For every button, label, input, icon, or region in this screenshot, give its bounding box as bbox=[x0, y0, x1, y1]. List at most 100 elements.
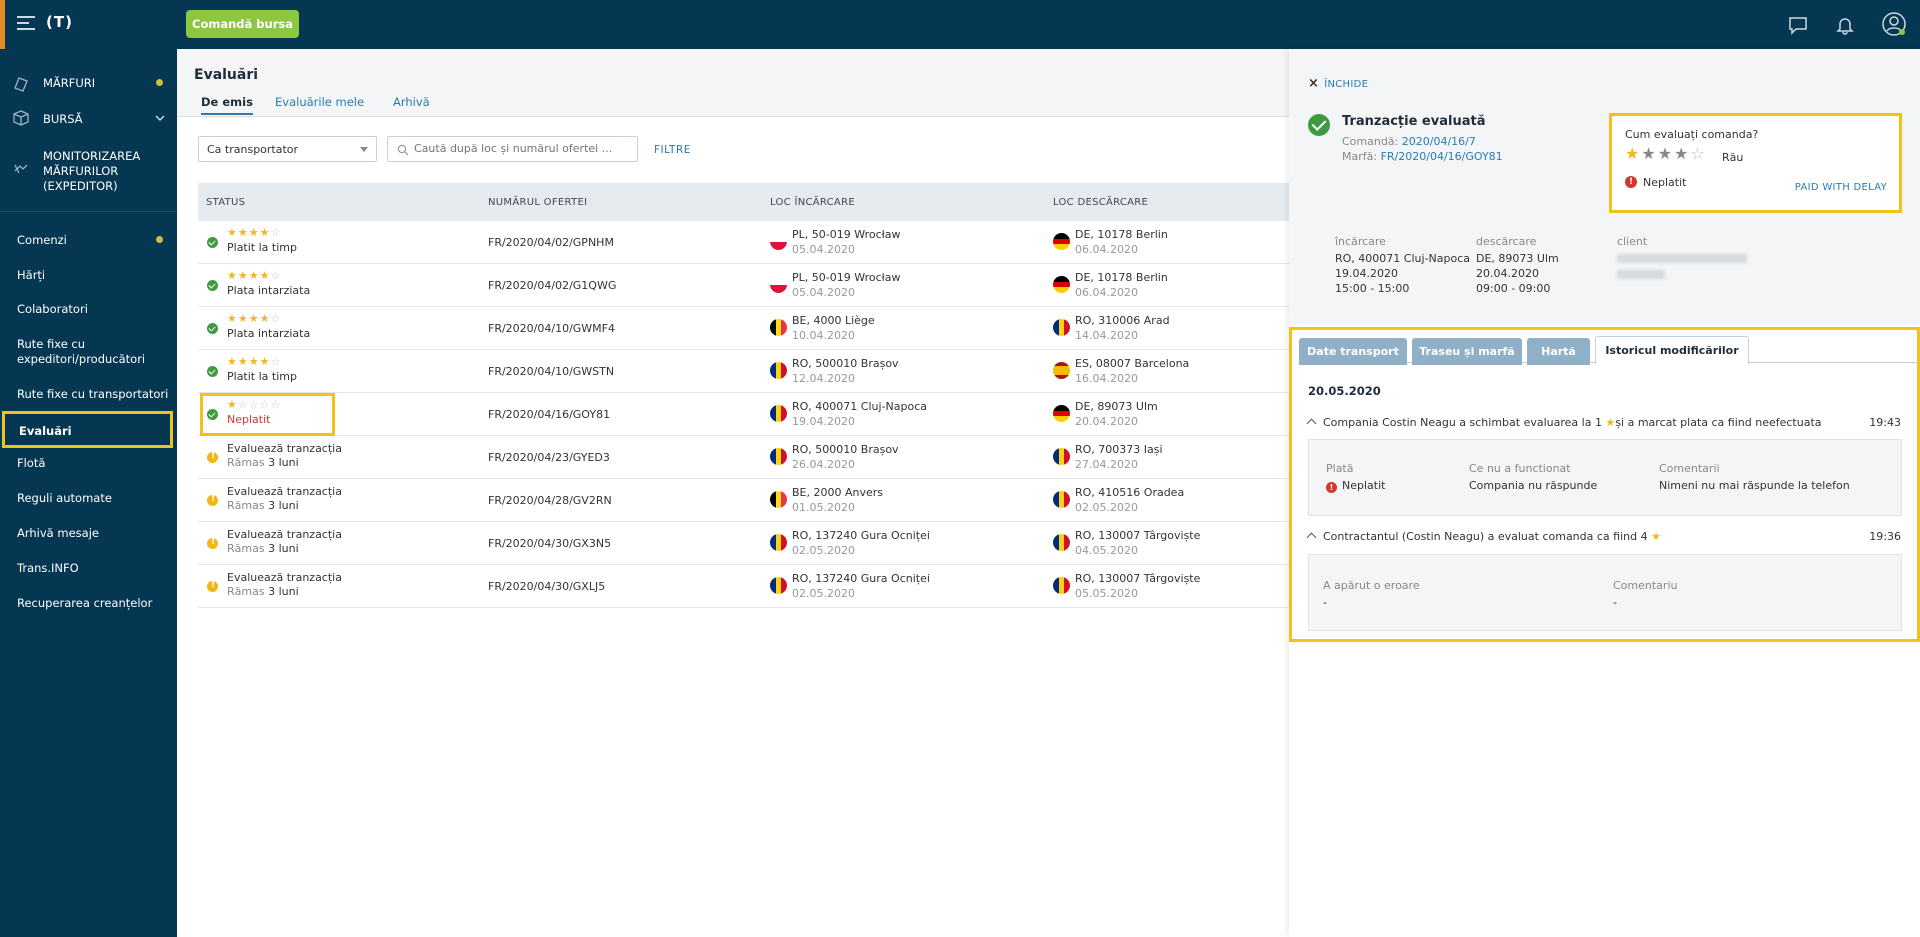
sidebar-item-label: BURSĂ bbox=[43, 112, 83, 126]
client-label: client bbox=[1617, 235, 1648, 248]
warning-icon bbox=[207, 451, 218, 463]
detail-what-failed: Ce nu a functionat Compania nu răspunde bbox=[1469, 462, 1597, 492]
unloading-date: 20.04.2020 bbox=[1476, 267, 1539, 280]
tab-transport-data[interactable]: Date transport bbox=[1299, 338, 1407, 365]
detail-panel: × ÎNCHIDE Tranzacție evaluată Comandă: 20… bbox=[1289, 49, 1920, 937]
user-avatar-icon[interactable] bbox=[1881, 11, 1907, 37]
rating-question: Cum evaluați comanda? bbox=[1625, 128, 1759, 141]
remaining-label: Rămas bbox=[227, 542, 265, 555]
offer-number[interactable]: FR/2020/04/02/G1QWG bbox=[488, 279, 617, 292]
order-exchange-button[interactable]: Comandă bursa bbox=[186, 10, 299, 38]
chevron-down-icon[interactable] bbox=[155, 114, 165, 122]
box-icon bbox=[13, 110, 29, 126]
rating-stars: ★★★★☆ bbox=[227, 269, 281, 282]
table-row[interactable]: ★★★★☆ Platit la timp FR/2020/04/10/GWSTN RO… bbox=[198, 350, 1289, 393]
search-input[interactable] bbox=[414, 142, 632, 155]
place-name: RO, 500010 Brașov bbox=[792, 357, 899, 370]
tab-my-evaluations[interactable]: Evaluările mele bbox=[275, 95, 365, 109]
sidebar-item-monitoring[interactable]: MONITORIZAREA MĂRFURILOR (EXPEDITOR) bbox=[0, 149, 177, 199]
filters-link[interactable]: FILTRE bbox=[654, 144, 691, 156]
place-date: 10.04.2020 bbox=[792, 329, 855, 342]
history-entry-toggle[interactable]: Contractantul (Costin Neagu) a evaluat c… bbox=[1306, 530, 1661, 543]
star-filled-icon[interactable]: ★ bbox=[1657, 144, 1675, 163]
paid-with-delay-link[interactable]: PAID WITH DELAY bbox=[1794, 182, 1887, 193]
logo[interactable]: (T) bbox=[46, 13, 73, 31]
loading-label: încărcare bbox=[1335, 235, 1386, 248]
unloading-place: RO, 410516 Oradea 02.05.2020 bbox=[1075, 486, 1184, 514]
tab-change-history[interactable]: Istoricul modificărilor bbox=[1595, 336, 1749, 365]
offer-number[interactable]: FR/2020/04/30/GX3N5 bbox=[488, 537, 612, 550]
chevron-up-icon bbox=[1306, 532, 1317, 543]
tab-archive[interactable]: Arhivă bbox=[393, 95, 430, 109]
offer-number[interactable]: FR/2020/04/10/GWMF4 bbox=[488, 322, 615, 335]
offer-number[interactable]: FR/2020/04/10/GWSTN bbox=[488, 365, 615, 378]
unloading-place: RO, 700373 Iași 27.04.2020 bbox=[1075, 443, 1163, 471]
remaining-value: 3 luni bbox=[268, 542, 299, 555]
loading-info: încărcare RO, 400071 Cluj-Napoca 19.04.2… bbox=[1335, 234, 1470, 296]
table-row[interactable]: ★★★★☆ Plata intarziata FR/2020/04/10/GWMF4… bbox=[198, 307, 1289, 350]
order-link[interactable]: 2020/04/16/7 bbox=[1401, 135, 1476, 148]
unloading-place: DE, 10178 Berlin 06.04.2020 bbox=[1075, 271, 1168, 299]
status-text[interactable]: Evaluează tranzacția bbox=[227, 442, 342, 455]
messages-icon[interactable] bbox=[1787, 14, 1809, 36]
flag-icon bbox=[1053, 534, 1070, 551]
table-row[interactable]: ★★★★☆ Platit la timp FR/2020/04/02/GPNHM PL… bbox=[198, 221, 1289, 264]
remaining-time: Rămas 3 luni bbox=[227, 585, 299, 598]
flag-icon bbox=[1053, 233, 1070, 250]
sidebar-item-label: Flotă bbox=[17, 456, 46, 470]
remaining-label: Rămas bbox=[227, 456, 265, 469]
status-text: Platit la timp bbox=[227, 241, 297, 254]
detail-comment: Comentariu - bbox=[1613, 579, 1677, 609]
star-filled-icon[interactable]: ★ bbox=[1674, 144, 1691, 163]
column-header-unloading: LOC DESCĂRCARE bbox=[1053, 197, 1149, 208]
place-name: BE, 2000 Anvers bbox=[792, 486, 884, 499]
cargo-link[interactable]: FR/2020/04/16/GOY81 bbox=[1380, 150, 1503, 163]
table-row[interactable]: ★☆☆☆☆ Neplatit FR/2020/04/16/GOY81 RO, 4000… bbox=[198, 393, 1289, 436]
star-icon: ★ bbox=[1605, 416, 1616, 429]
star-filled-icon: ★ bbox=[237, 269, 249, 282]
remaining-label: Rămas bbox=[227, 499, 265, 512]
search-box[interactable] bbox=[387, 136, 638, 162]
flag-icon bbox=[1053, 405, 1070, 422]
offer-number[interactable]: FR/2020/04/30/GXLJ5 bbox=[488, 580, 606, 593]
status-text[interactable]: Evaluează tranzacția bbox=[227, 571, 342, 584]
status-text[interactable]: Evaluează tranzacția bbox=[227, 528, 342, 541]
star-filled-icon[interactable]: ★ bbox=[1625, 144, 1642, 163]
table-row[interactable]: ★★★★☆ Plata intarziata FR/2020/04/02/G1QWG… bbox=[198, 264, 1289, 307]
menu-icon[interactable] bbox=[17, 16, 35, 30]
loading-time: 15:00 - 15:00 bbox=[1335, 282, 1410, 295]
offer-number[interactable]: FR/2020/04/16/GOY81 bbox=[488, 408, 611, 421]
status-text: Plata intarziata bbox=[227, 284, 311, 297]
cargo-label: Marfă: bbox=[1342, 150, 1378, 163]
offer-number[interactable]: FR/2020/04/28/GV2RN bbox=[488, 494, 612, 507]
star-filled-icon[interactable]: ★ bbox=[1641, 144, 1658, 163]
status-text[interactable]: Evaluează tranzacția bbox=[227, 485, 342, 498]
place-date: 19.04.2020 bbox=[792, 415, 855, 428]
sidebar-item-evaluations[interactable]: Evaluări bbox=[2, 411, 173, 448]
close-button[interactable]: × ÎNCHIDE bbox=[1308, 76, 1368, 91]
offer-number[interactable]: FR/2020/04/02/GPNHM bbox=[488, 236, 614, 249]
star-empty-icon[interactable]: ☆ bbox=[1690, 144, 1707, 163]
place-date: 27.04.2020 bbox=[1075, 458, 1138, 471]
flag-icon bbox=[770, 405, 787, 422]
tab-route-cargo[interactable]: Traseu și marfă bbox=[1412, 338, 1522, 365]
bell-icon[interactable] bbox=[1834, 14, 1856, 36]
sidebar-item-fixed-routes-forwarders[interactable]: Rute fixe cu expeditori/producători bbox=[0, 337, 177, 369]
star-filled-icon: ★ bbox=[259, 269, 271, 282]
tab-to-issue[interactable]: De emis bbox=[201, 95, 253, 115]
offer-number[interactable]: FR/2020/04/23/GYED3 bbox=[488, 451, 610, 464]
tab-map[interactable]: Hartă bbox=[1527, 338, 1590, 365]
place-name: RO, 410516 Oradea bbox=[1075, 486, 1185, 499]
flag-icon bbox=[770, 534, 787, 551]
check-circle-icon bbox=[207, 366, 218, 377]
role-select[interactable]: Ca transportator bbox=[198, 136, 377, 162]
history-entry-toggle[interactable]: Compania Costin Neagu a schimbat evaluar… bbox=[1306, 416, 1822, 429]
rating-stars[interactable]: ★★★★☆ bbox=[1625, 144, 1707, 163]
sidebar-item-label: expeditori/producători bbox=[17, 352, 146, 366]
warning-icon bbox=[207, 537, 218, 549]
chevron-up-icon bbox=[1306, 418, 1317, 429]
